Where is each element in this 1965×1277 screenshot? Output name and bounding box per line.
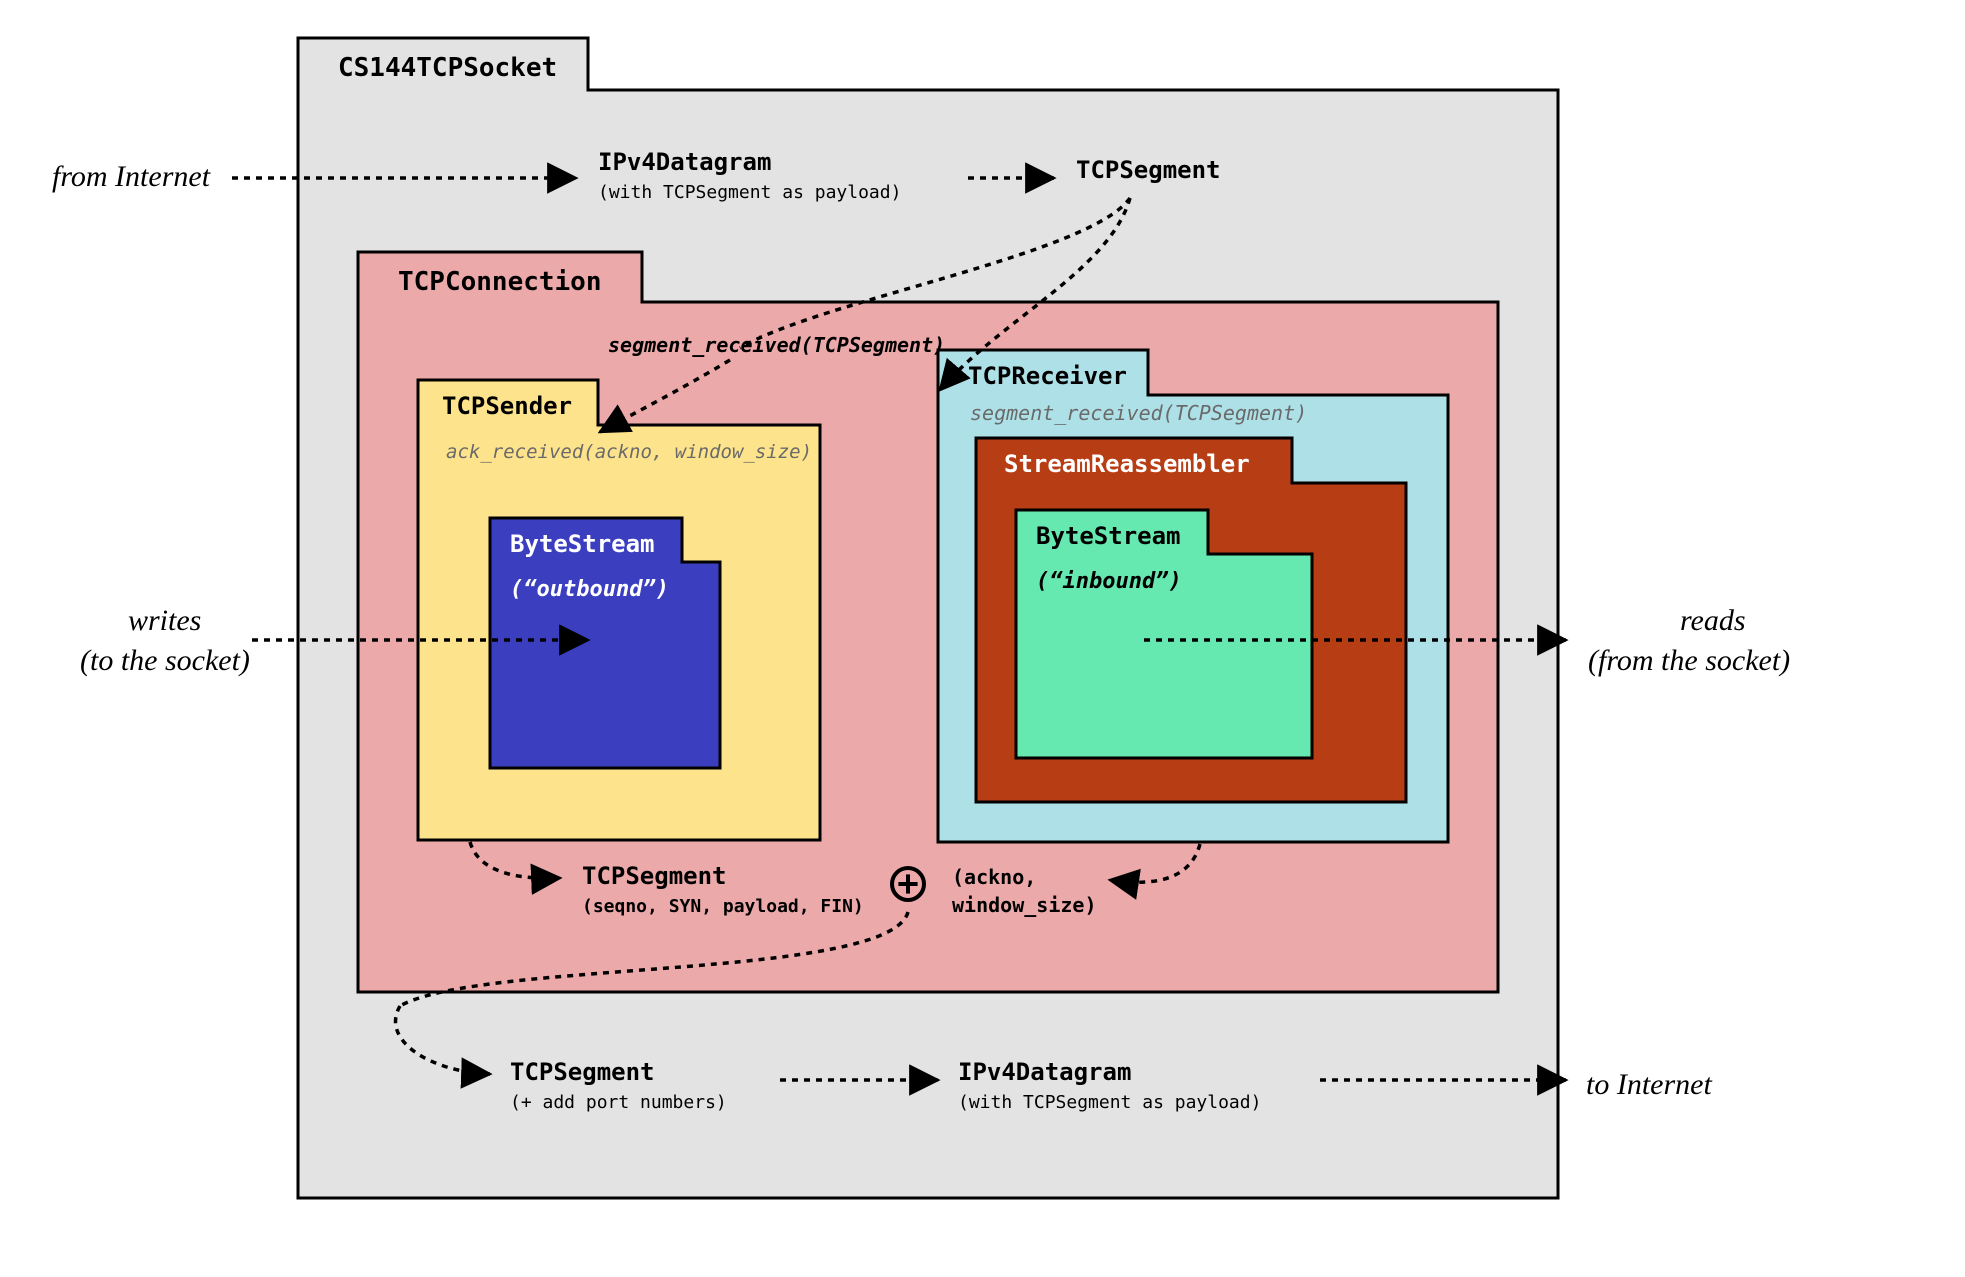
label-out_bs_title: ByteStream — [510, 530, 655, 558]
label-in_bs_sub: (“inbound”) — [1036, 569, 1182, 594]
label-to_internet: to Internet — [1586, 1068, 1712, 1101]
label-sender_title: TCPSender — [442, 392, 572, 420]
label-tcpseg_out_1: TCPSegment — [582, 862, 727, 890]
label-tcpseg_bot_2: (+ add port numbers) — [510, 1092, 727, 1113]
label-out_bs_sub: (“outbound”) — [510, 577, 669, 602]
label-conn_title: TCPConnection — [398, 267, 602, 297]
label-receiver_title: TCPReceiver — [968, 362, 1127, 390]
label-reads_2: (from the socket) — [1588, 644, 1790, 677]
label-seg_recv_rx: segment_received(TCPSegment) — [970, 401, 1307, 425]
label-socket_title: CS144TCPSocket — [338, 53, 557, 83]
label-tcpseg_in: TCPSegment — [1076, 156, 1221, 184]
label-ipv4_in_2: (with TCPSegment as payload) — [598, 182, 901, 203]
label-reasm_title: StreamReassembler — [1004, 450, 1250, 478]
label-from_internet: from Internet — [52, 160, 211, 193]
label-writes_1: writes — [128, 604, 201, 637]
label-writes_2: (to the socket) — [80, 644, 250, 677]
diagram-canvas: CS144TCPSocket TCPConnection TCPSender TCPR… — [0, 0, 1965, 1277]
label-ackno_2: window_size) — [952, 893, 1097, 917]
label-tcpseg_out_2: (seqno, SYN, payload, FIN) — [582, 896, 864, 917]
label-in_bs_title: ByteStream — [1036, 522, 1181, 550]
label-reads_1: reads — [1680, 604, 1746, 637]
label-ipv4_out_2: (with TCPSegment as payload) — [958, 1092, 1261, 1113]
label-ipv4_out_1: IPv4Datagram — [958, 1058, 1131, 1086]
label-tcpseg_bot_1: TCPSegment — [510, 1058, 655, 1086]
label-ackno_1: (ackno, — [952, 865, 1036, 889]
label-ack_recv: ack_received(ackno, window_size) — [446, 441, 812, 463]
label-ipv4_in_1: IPv4Datagram — [598, 148, 771, 176]
label-seg_recv_conn: segment_received(TCPSegment) — [608, 333, 945, 357]
